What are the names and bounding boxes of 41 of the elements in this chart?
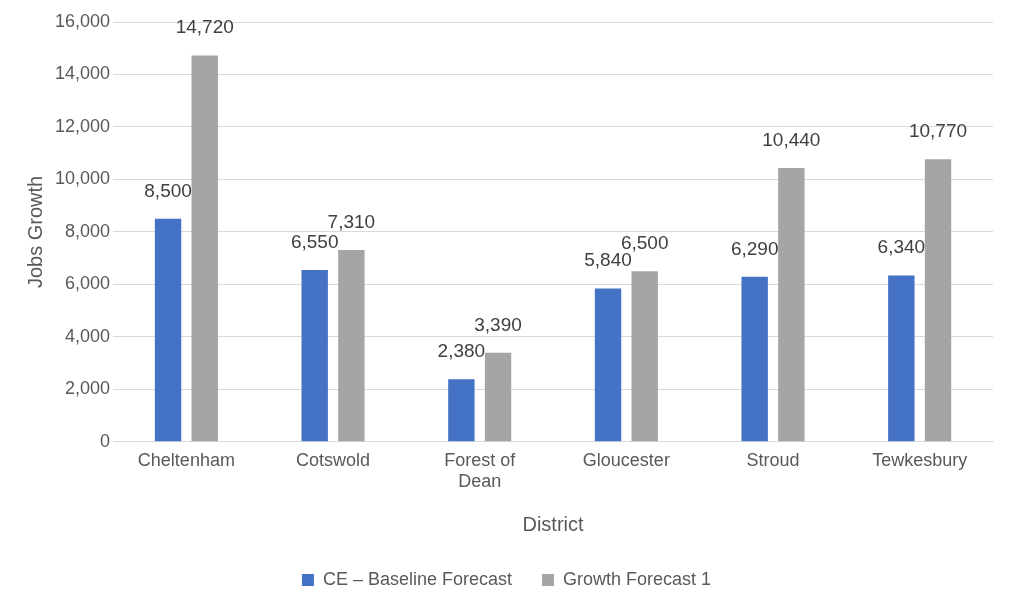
x-tick-label: Gloucester: [582, 449, 670, 470]
y-tick-label: 0: [100, 430, 111, 451]
data-label: 14,720: [175, 16, 234, 38]
data-label: 6,290: [730, 237, 779, 259]
x-tick-label: Tewkesbury: [872, 449, 968, 470]
bar: [924, 159, 952, 442]
data-label: 10,440: [762, 128, 821, 150]
x-tick-label: Cheltenham: [137, 449, 235, 470]
data-label: 3,390: [474, 313, 522, 335]
legend-label: Growth Forecast 1: [563, 568, 712, 589]
y-axis-title: Jobs Growth: [23, 175, 46, 289]
y-tick-label: 2,000: [65, 378, 111, 399]
data-label: 8,500: [144, 179, 192, 201]
y-tick-label: 16,000: [54, 10, 111, 31]
bar: [778, 167, 805, 442]
data-label: 6,340: [877, 236, 926, 258]
y-tick-label: 10,000: [54, 168, 111, 189]
data-label: 10,770: [908, 119, 968, 141]
bar: [888, 275, 915, 442]
y-tick-label: 4,000: [65, 325, 111, 346]
x-tick-label: Cotswold: [296, 449, 371, 470]
bar: [484, 352, 512, 442]
y-tick-label: 8,000: [65, 220, 111, 241]
bar: [448, 379, 475, 442]
legend-label: CE – Baseline Forecast: [322, 568, 513, 589]
bar: [631, 271, 658, 442]
data-label: 6,550: [290, 230, 339, 252]
x-axis-title: District: [522, 512, 585, 535]
x-tick-label: Forest of Dean: [444, 449, 517, 492]
bar: [741, 276, 768, 442]
data-label: 2,380: [437, 340, 486, 362]
y-tick-label: 14,000: [54, 63, 111, 84]
y-tick-label: 12,000: [54, 115, 111, 136]
x-tick-label: Stroud: [746, 449, 800, 470]
bar: [338, 250, 365, 442]
bar: [191, 55, 218, 442]
bar: [594, 288, 622, 442]
data-label: 7,310: [327, 210, 376, 232]
y-tick-label: 6,000: [65, 273, 111, 294]
bar: [154, 218, 182, 442]
bar: [301, 269, 328, 442]
